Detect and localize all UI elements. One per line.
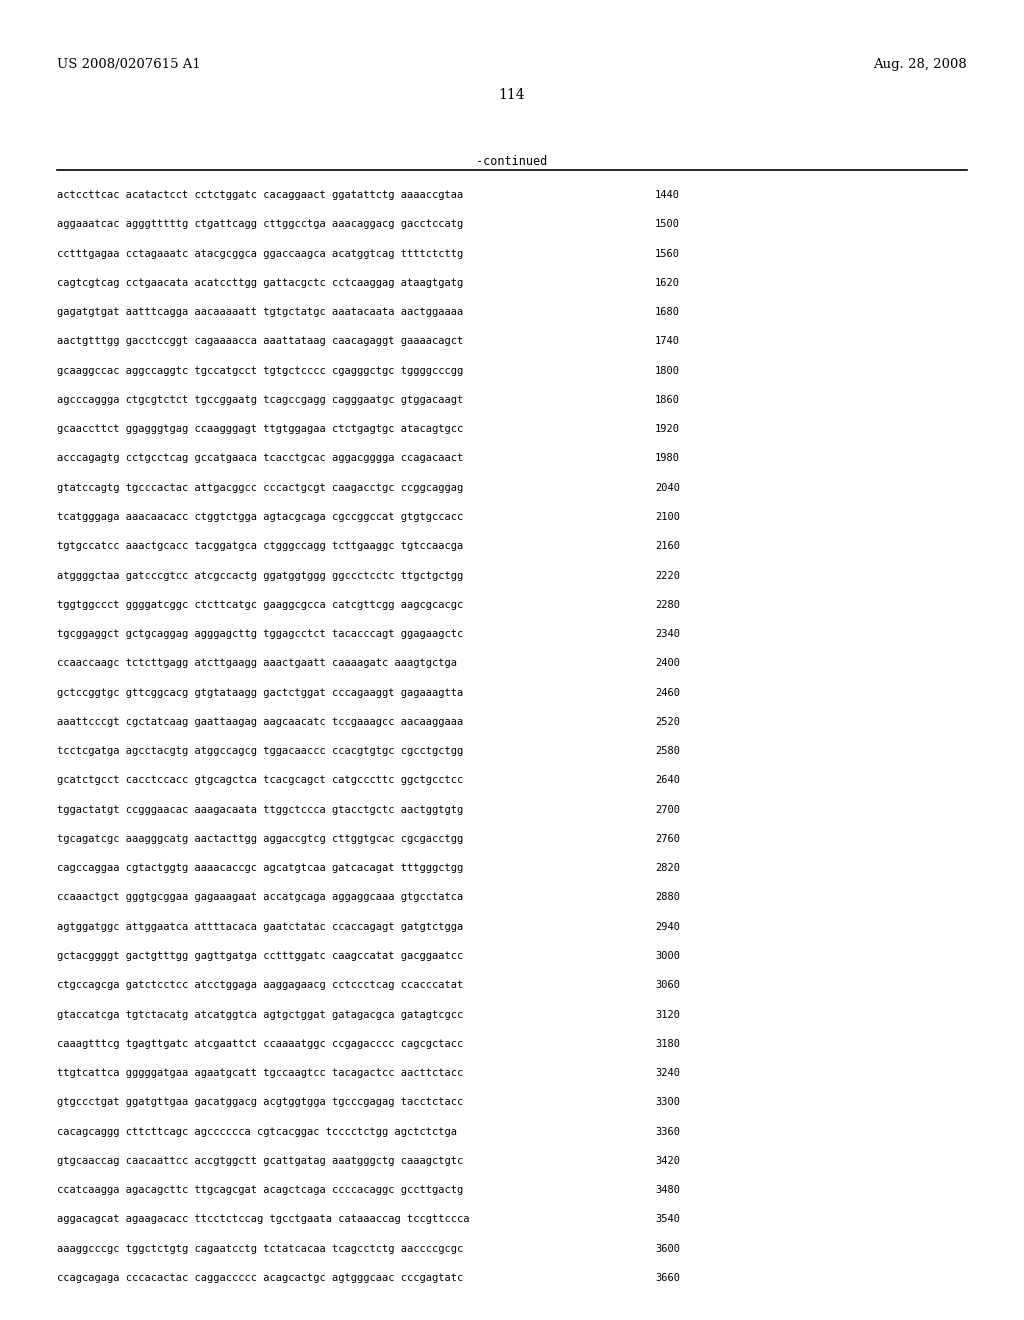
Text: 2400: 2400 [655, 659, 680, 668]
Text: tggactatgt ccgggaacac aaagacaata ttggctccca gtacctgctc aactggtgtg: tggactatgt ccgggaacac aaagacaata ttggctc… [57, 805, 463, 814]
Text: 3060: 3060 [655, 981, 680, 990]
Text: 2820: 2820 [655, 863, 680, 874]
Text: 2880: 2880 [655, 892, 680, 903]
Text: Aug. 28, 2008: Aug. 28, 2008 [873, 58, 967, 71]
Text: 3300: 3300 [655, 1097, 680, 1107]
Text: gctccggtgc gttcggcacg gtgtataagg gactctggat cccagaaggt gagaaagtta: gctccggtgc gttcggcacg gtgtataagg gactctg… [57, 688, 463, 697]
Text: atggggctaa gatcccgtcc atcgccactg ggatggtggg ggccctcctc ttgctgctgg: atggggctaa gatcccgtcc atcgccactg ggatggt… [57, 570, 463, 581]
Text: 2520: 2520 [655, 717, 680, 727]
Text: gctacggggt gactgtttgg gagttgatga cctttggatc caagccatat gacggaatcc: gctacggggt gactgtttgg gagttgatga cctttgg… [57, 950, 463, 961]
Text: ccaaactgct gggtgcggaa gagaaagaat accatgcaga aggaggcaaa gtgcctatca: ccaaactgct gggtgcggaa gagaaagaat accatgc… [57, 892, 463, 903]
Text: tcctcgatga agcctacgtg atggccagcg tggacaaccc ccacgtgtgc cgcctgctgg: tcctcgatga agcctacgtg atggccagcg tggacaa… [57, 746, 463, 756]
Text: agcccaggga ctgcgtctct tgccggaatg tcagccgagg cagggaatgc gtggacaagt: agcccaggga ctgcgtctct tgccggaatg tcagccg… [57, 395, 463, 405]
Text: aggacagcat agaagacacc ttcctctccag tgcctgaata cataaaccag tccgttccca: aggacagcat agaagacacc ttcctctccag tgcctg… [57, 1214, 469, 1225]
Text: 1560: 1560 [655, 248, 680, 259]
Text: 2940: 2940 [655, 921, 680, 932]
Text: 3360: 3360 [655, 1127, 680, 1137]
Text: US 2008/0207615 A1: US 2008/0207615 A1 [57, 58, 201, 71]
Text: 1980: 1980 [655, 454, 680, 463]
Text: 2580: 2580 [655, 746, 680, 756]
Text: 2280: 2280 [655, 599, 680, 610]
Text: 2160: 2160 [655, 541, 680, 552]
Text: 1740: 1740 [655, 337, 680, 346]
Text: 1680: 1680 [655, 308, 680, 317]
Text: 3180: 3180 [655, 1039, 680, 1049]
Text: cacagcaggg cttcttcagc agcccccca cgtcacggac tcccctctgg agctctctga: cacagcaggg cttcttcagc agcccccca cgtcacgg… [57, 1127, 457, 1137]
Text: gtaccatcga tgtctacatg atcatggtca agtgctggat gatagacgca gatagtcgcc: gtaccatcga tgtctacatg atcatggtca agtgctg… [57, 1010, 463, 1019]
Text: gcatctgcct cacctccacc gtgcagctca tcacgcagct catgcccttc ggctgcctcc: gcatctgcct cacctccacc gtgcagctca tcacgca… [57, 775, 463, 785]
Text: tggtggccct ggggatcggc ctcttcatgc gaaggcgcca catcgttcgg aagcgcacgc: tggtggccct ggggatcggc ctcttcatgc gaaggcg… [57, 599, 463, 610]
Text: 2640: 2640 [655, 775, 680, 785]
Text: 2040: 2040 [655, 483, 680, 492]
Text: -continued: -continued [476, 154, 548, 168]
Text: gagatgtgat aatttcagga aacaaaaatt tgtgctatgc aaatacaata aactggaaaa: gagatgtgat aatttcagga aacaaaaatt tgtgcta… [57, 308, 463, 317]
Text: tgcagatcgc aaagggcatg aactacttgg aggaccgtcg cttggtgcac cgcgacctgg: tgcagatcgc aaagggcatg aactacttgg aggaccg… [57, 834, 463, 843]
Text: ttgtcattca gggggatgaa agaatgcatt tgccaagtcc tacagactcc aacttctacc: ttgtcattca gggggatgaa agaatgcatt tgccaag… [57, 1068, 463, 1078]
Text: 3600: 3600 [655, 1243, 680, 1254]
Text: gtgccctgat ggatgttgaa gacatggacg acgtggtgga tgcccgagag tacctctacc: gtgccctgat ggatgttgaa gacatggacg acgtggt… [57, 1097, 463, 1107]
Text: 3660: 3660 [655, 1272, 680, 1283]
Text: 1440: 1440 [655, 190, 680, 201]
Text: gtatccagtg tgcccactac attgacggcc cccactgcgt caagacctgc ccggcaggag: gtatccagtg tgcccactac attgacggcc cccactg… [57, 483, 463, 492]
Text: aaaggcccgc tggctctgtg cagaatcctg tctatcacaa tcagcctctg aaccccgcgc: aaaggcccgc tggctctgtg cagaatcctg tctatca… [57, 1243, 463, 1254]
Text: 2760: 2760 [655, 834, 680, 843]
Text: aaattcccgt cgctatcaag gaattaagag aagcaacatc tccgaaagcc aacaaggaaa: aaattcccgt cgctatcaag gaattaagag aagcaac… [57, 717, 463, 727]
Text: gcaaccttct ggagggtgag ccaagggagt ttgtggagaa ctctgagtgc atacagtgcc: gcaaccttct ggagggtgag ccaagggagt ttgtgga… [57, 424, 463, 434]
Text: caaagtttcg tgagttgatc atcgaattct ccaaaatggc ccgagacccc cagcgctacc: caaagtttcg tgagttgatc atcgaattct ccaaaat… [57, 1039, 463, 1049]
Text: cctttgagaa cctagaaatc atacgcggca ggaccaagca acatggtcag ttttctcttg: cctttgagaa cctagaaatc atacgcggca ggaccaa… [57, 248, 463, 259]
Text: 3120: 3120 [655, 1010, 680, 1019]
Text: 2700: 2700 [655, 805, 680, 814]
Text: cagtcgtcag cctgaacata acatccttgg gattacgctc cctcaaggag ataagtgatg: cagtcgtcag cctgaacata acatccttgg gattacg… [57, 277, 463, 288]
Text: acccagagtg cctgcctcag gccatgaaca tcacctgcac aggacgggga ccagacaact: acccagagtg cctgcctcag gccatgaaca tcacctg… [57, 454, 463, 463]
Text: 2340: 2340 [655, 630, 680, 639]
Text: 1860: 1860 [655, 395, 680, 405]
Text: actccttcac acatactcct cctctggatc cacaggaact ggatattctg aaaaccgtaa: actccttcac acatactcct cctctggatc cacagga… [57, 190, 463, 201]
Text: 2100: 2100 [655, 512, 680, 521]
Text: agtggatggc attggaatca attttacaca gaatctatac ccaccagagt gatgtctgga: agtggatggc attggaatca attttacaca gaatcta… [57, 921, 463, 932]
Text: cagccaggaa cgtactggtg aaaacaccgc agcatgtcaa gatcacagat tttgggctgg: cagccaggaa cgtactggtg aaaacaccgc agcatgt… [57, 863, 463, 874]
Text: aactgtttgg gacctccggt cagaaaacca aaattataag caacagaggt gaaaacagct: aactgtttgg gacctccggt cagaaaacca aaattat… [57, 337, 463, 346]
Text: gtgcaaccag caacaattcc accgtggctt gcattgatag aaatgggctg caaagctgtc: gtgcaaccag caacaattcc accgtggctt gcattga… [57, 1156, 463, 1166]
Text: ccagcagaga cccacactac caggaccccc acagcactgc agtgggcaac cccgagtatc: ccagcagaga cccacactac caggaccccc acagcac… [57, 1272, 463, 1283]
Text: 1920: 1920 [655, 424, 680, 434]
Text: 2460: 2460 [655, 688, 680, 697]
Text: ccatcaagga agacagcttc ttgcagcgat acagctcaga ccccacaggc gccttgactg: ccatcaagga agacagcttc ttgcagcgat acagctc… [57, 1185, 463, 1195]
Text: aggaaatcac agggtttttg ctgattcagg cttggcctga aaacaggacg gacctccatg: aggaaatcac agggtttttg ctgattcagg cttggcc… [57, 219, 463, 230]
Text: ctgccagcga gatctcctcc atcctggaga aaggagaacg cctccctcag ccacccatat: ctgccagcga gatctcctcc atcctggaga aaggaga… [57, 981, 463, 990]
Text: ccaaccaagc tctcttgagg atcttgaagg aaactgaatt caaaagatc aaagtgctga: ccaaccaagc tctcttgagg atcttgaagg aaactga… [57, 659, 457, 668]
Text: 1800: 1800 [655, 366, 680, 376]
Text: 3480: 3480 [655, 1185, 680, 1195]
Text: 3420: 3420 [655, 1156, 680, 1166]
Text: tgtgccatcc aaactgcacc tacggatgca ctgggccagg tcttgaaggc tgtccaacga: tgtgccatcc aaactgcacc tacggatgca ctgggcc… [57, 541, 463, 552]
Text: 2220: 2220 [655, 570, 680, 581]
Text: tgcggaggct gctgcaggag agggagcttg tggagcctct tacacccagt ggagaagctc: tgcggaggct gctgcaggag agggagcttg tggagcc… [57, 630, 463, 639]
Text: 114: 114 [499, 88, 525, 102]
Text: 3240: 3240 [655, 1068, 680, 1078]
Text: 3540: 3540 [655, 1214, 680, 1225]
Text: 1500: 1500 [655, 219, 680, 230]
Text: 3000: 3000 [655, 950, 680, 961]
Text: gcaaggccac aggccaggtc tgccatgcct tgtgctcccc cgagggctgc tggggcccgg: gcaaggccac aggccaggtc tgccatgcct tgtgctc… [57, 366, 463, 376]
Text: tcatgggaga aaacaacacc ctggtctgga agtacgcaga cgccggccat gtgtgccacc: tcatgggaga aaacaacacc ctggtctgga agtacgc… [57, 512, 463, 521]
Text: 1620: 1620 [655, 277, 680, 288]
